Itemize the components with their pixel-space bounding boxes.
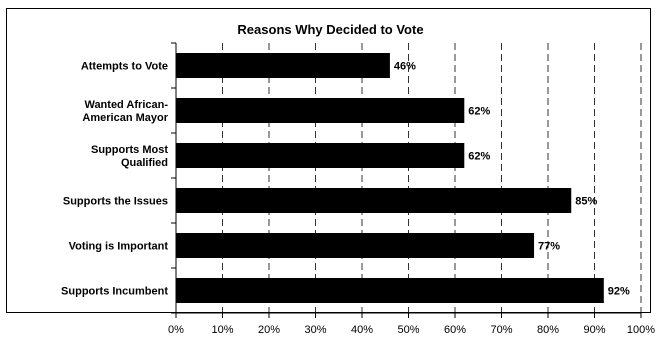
bar-value-label: 62% — [468, 106, 490, 118]
bar — [176, 233, 534, 258]
bar — [176, 188, 571, 213]
x-tick-label: 70% — [490, 324, 512, 336]
category-label: Supports Incumbent — [61, 286, 168, 298]
x-tick-label: 80% — [537, 324, 559, 336]
bar — [176, 98, 464, 123]
x-tick-label: 10% — [211, 324, 233, 336]
x-tick-label: 40% — [351, 324, 373, 336]
bar-value-label: 46% — [394, 61, 416, 73]
category-label: Supports the Issues — [63, 196, 168, 208]
bar-value-label: 62% — [468, 151, 490, 163]
bar — [176, 143, 464, 168]
bar-value-label: 92% — [608, 286, 630, 298]
x-tick-label: 100% — [627, 324, 655, 336]
bar — [176, 278, 604, 303]
category-label: Supports Most Qualified — [91, 144, 168, 169]
category-label: Wanted African-American Mayor — [82, 99, 168, 124]
x-tick-label: 50% — [397, 324, 419, 336]
bar — [176, 53, 390, 78]
bar-value-label: 85% — [575, 196, 597, 208]
category-label: Voting is Important — [69, 241, 169, 253]
category-label: Attempts to Vote — [81, 61, 168, 73]
x-tick-label: 20% — [258, 324, 280, 336]
x-tick-label: 60% — [444, 324, 466, 336]
x-tick-label: 30% — [304, 324, 326, 336]
x-tick-label: 90% — [583, 324, 605, 336]
bar-value-label: 77% — [538, 241, 560, 253]
x-tick-label: 0% — [168, 324, 184, 336]
